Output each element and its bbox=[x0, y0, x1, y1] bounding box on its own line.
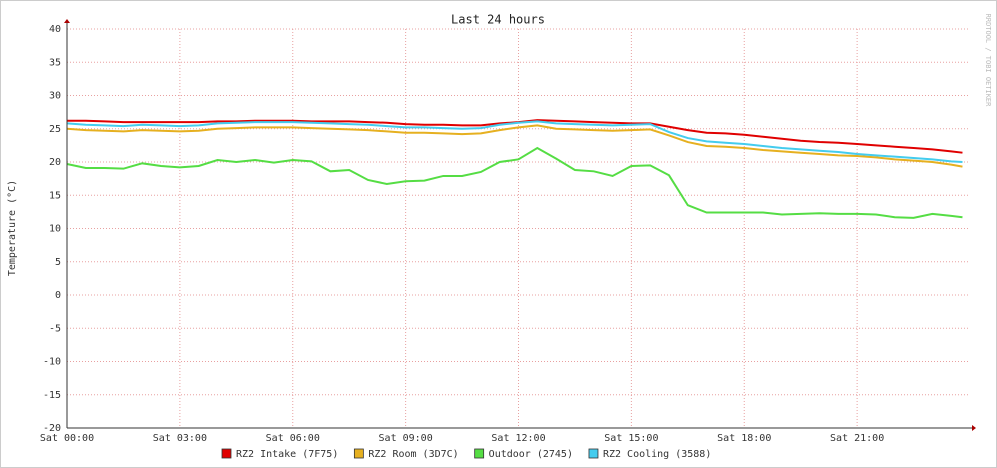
legend-swatch bbox=[221, 448, 232, 459]
legend-label: Outdoor (2745) bbox=[489, 449, 573, 460]
y-tick-label: 5 bbox=[55, 257, 61, 268]
y-tick-label: 15 bbox=[49, 190, 61, 201]
x-tick-label: Sat 09:00 bbox=[379, 433, 433, 444]
x-tick-label: Sat 06:00 bbox=[266, 433, 320, 444]
legend-label: RZ2 Room (3D7C) bbox=[368, 449, 458, 460]
series-line bbox=[66, 120, 963, 163]
y-axis-label: Temperature (°C) bbox=[7, 180, 18, 276]
y-tick-label: 25 bbox=[49, 124, 61, 135]
series-line bbox=[66, 124, 963, 168]
legend-swatch bbox=[353, 448, 364, 459]
y-tick-label: 0 bbox=[55, 290, 61, 301]
y-tick-label: -15 bbox=[43, 390, 61, 401]
x-tick-label: Sat 03:00 bbox=[153, 433, 207, 444]
x-tick-label: Sat 00:00 bbox=[40, 433, 94, 444]
y-tick-label: 40 bbox=[49, 24, 61, 35]
y-tick-label: 20 bbox=[49, 157, 61, 168]
legend-swatch bbox=[474, 448, 485, 459]
x-arrow bbox=[972, 425, 976, 431]
y-arrow bbox=[64, 19, 70, 23]
y-tick-label: -5 bbox=[49, 323, 61, 334]
y-tick-label: -20 bbox=[43, 423, 61, 434]
y-tick-label: 30 bbox=[49, 91, 61, 102]
legend-swatch bbox=[588, 448, 599, 459]
series-lines bbox=[66, 119, 963, 219]
y-tick-label: 35 bbox=[49, 57, 61, 68]
watermark: RRDTOOL / TOBI OETIKER bbox=[984, 14, 992, 108]
x-tick-label: Sat 15:00 bbox=[604, 433, 658, 444]
x-tick-label: Sat 12:00 bbox=[491, 433, 545, 444]
legend-label: RZ2 Cooling (3588) bbox=[603, 449, 711, 460]
x-tick-label: Sat 21:00 bbox=[830, 433, 884, 444]
series-line bbox=[66, 146, 963, 219]
y-tick-label: -10 bbox=[43, 357, 61, 368]
y-tick-label: 10 bbox=[49, 224, 61, 235]
grid bbox=[66, 28, 970, 429]
legend: RZ2 Intake (7F75) RZ2 Room (3D7C) Outdoor … bbox=[221, 448, 711, 460]
x-tick-label: Sat 18:00 bbox=[717, 433, 771, 444]
chart-title: Last 24 hours bbox=[451, 13, 545, 27]
legend-label: RZ2 Intake (7F75) bbox=[236, 449, 338, 460]
